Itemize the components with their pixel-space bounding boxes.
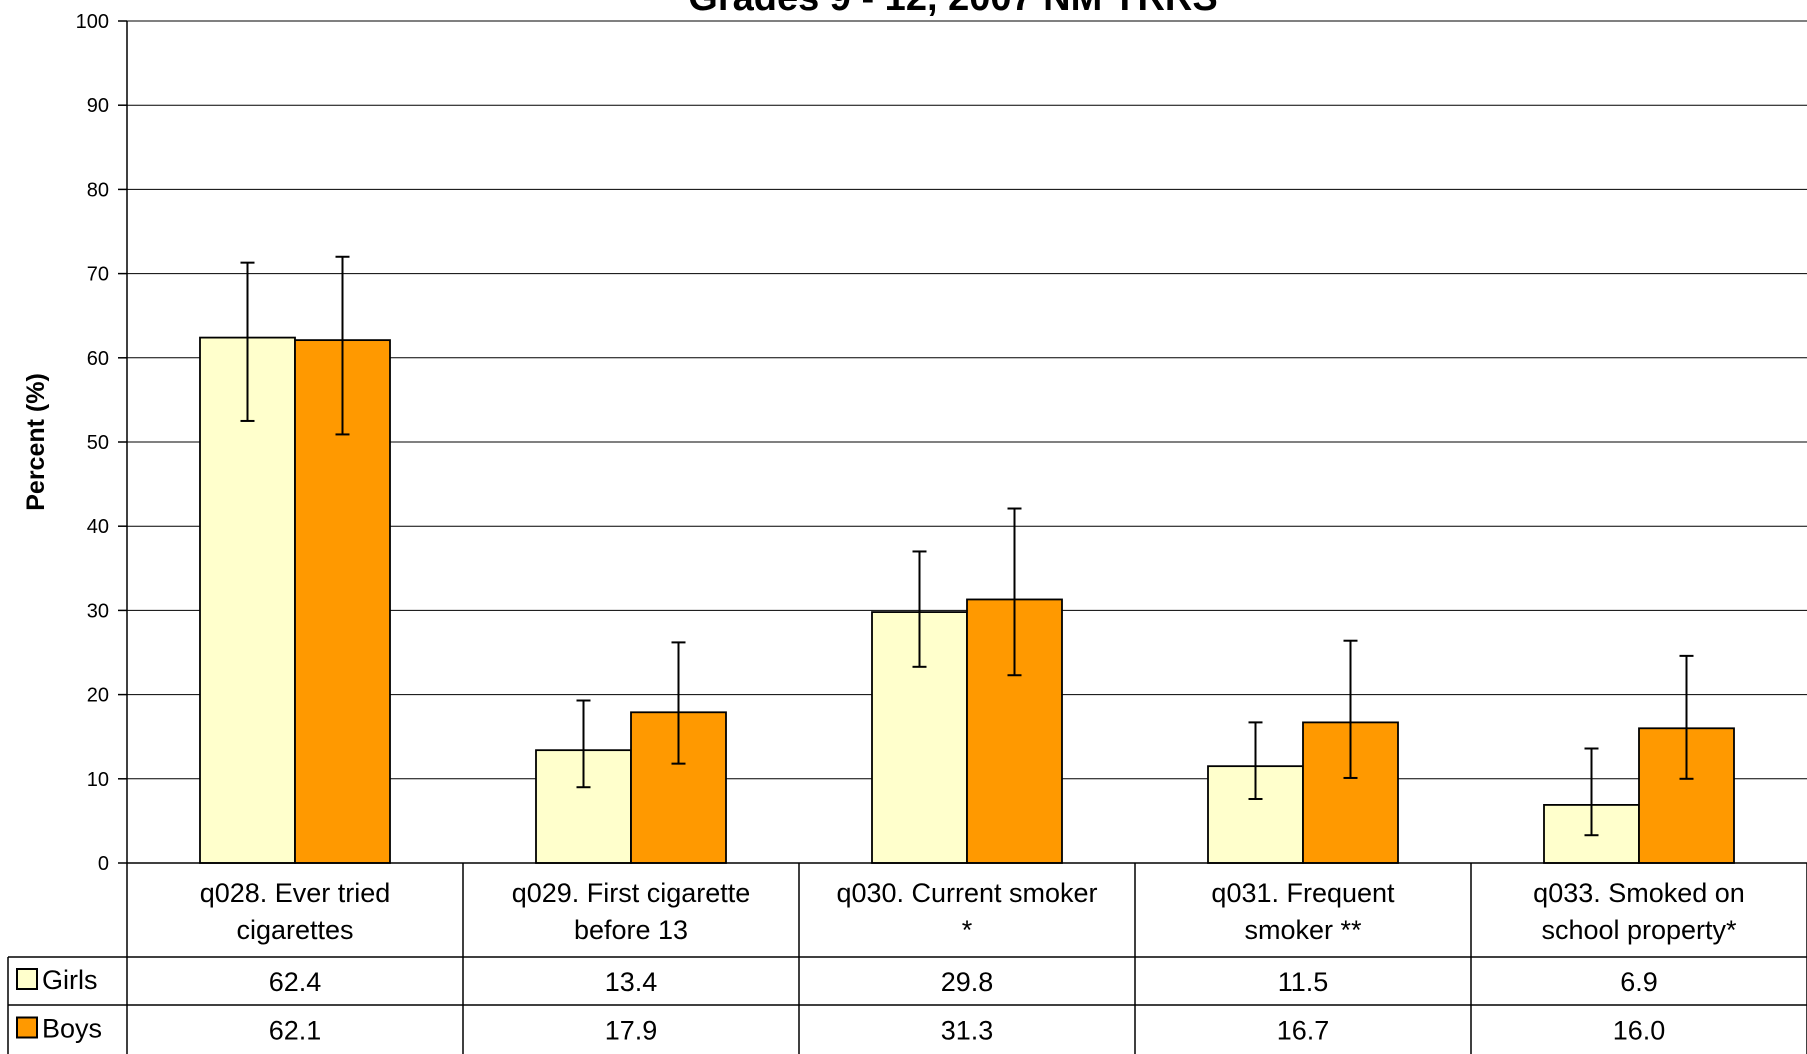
y-tick-label: 90 [87, 95, 109, 117]
category-label: cigarettes [236, 915, 353, 945]
data-cell: 62.4 [269, 967, 322, 997]
data-cell: 16.0 [1613, 1016, 1666, 1046]
y-tick-label: 80 [87, 179, 109, 201]
legend-key-boys [16, 1016, 38, 1039]
y-axis-ticks: 0 10 20 30 40 50 60 70 80 90 100 [76, 11, 127, 875]
y-tick-label: 40 [87, 516, 109, 538]
data-cell: 31.3 [941, 1016, 994, 1046]
category-label: q029. First cigarette [512, 878, 751, 908]
category-label: * [962, 915, 973, 945]
y-tick-label: 10 [87, 769, 109, 791]
category-label: q033. Smoked on [1533, 878, 1745, 908]
category-label: q030. Current smoker [836, 878, 1097, 908]
y-tick-label: 30 [87, 600, 109, 622]
data-cell: 16.7 [1277, 1016, 1330, 1046]
category-label: q028. Ever tried [200, 878, 391, 908]
category-label: school property* [1541, 915, 1737, 945]
category-label: before 13 [574, 915, 688, 945]
data-cell: 6.9 [1620, 967, 1658, 997]
y-tick-label: 20 [87, 685, 109, 707]
data-cell: 11.5 [1278, 967, 1329, 997]
bars [199, 336, 1735, 864]
error-bars [240, 255, 1694, 837]
category-label: q031. Frequent [1211, 878, 1395, 908]
y-tick-label: 50 [87, 432, 109, 454]
data-cell: 13.4 [605, 967, 658, 997]
y-tick-label: 60 [87, 348, 109, 370]
category-label: smoker ** [1244, 915, 1362, 945]
y-axis-label: Percent (%) [22, 373, 50, 511]
y-tick-label: 0 [98, 853, 109, 875]
y-tick-label: 70 [87, 264, 109, 286]
gridlines [127, 20, 1807, 780]
y-tick-label: 100 [76, 11, 109, 33]
legend-label-boys: Boys [42, 1014, 102, 1044]
chart-title: Grades 9 - 12, 2007 NM YRRS [688, 0, 1217, 19]
legend-label-girls: Girls [42, 965, 98, 995]
data-cell: 62.1 [269, 1016, 322, 1046]
data-table: q028. Ever tried cigarettes q029. First ci… [7, 863, 1807, 1054]
data-cell: 29.8 [941, 967, 994, 997]
legend-key-girls [16, 968, 38, 990]
data-cell: 17.9 [605, 1016, 658, 1046]
